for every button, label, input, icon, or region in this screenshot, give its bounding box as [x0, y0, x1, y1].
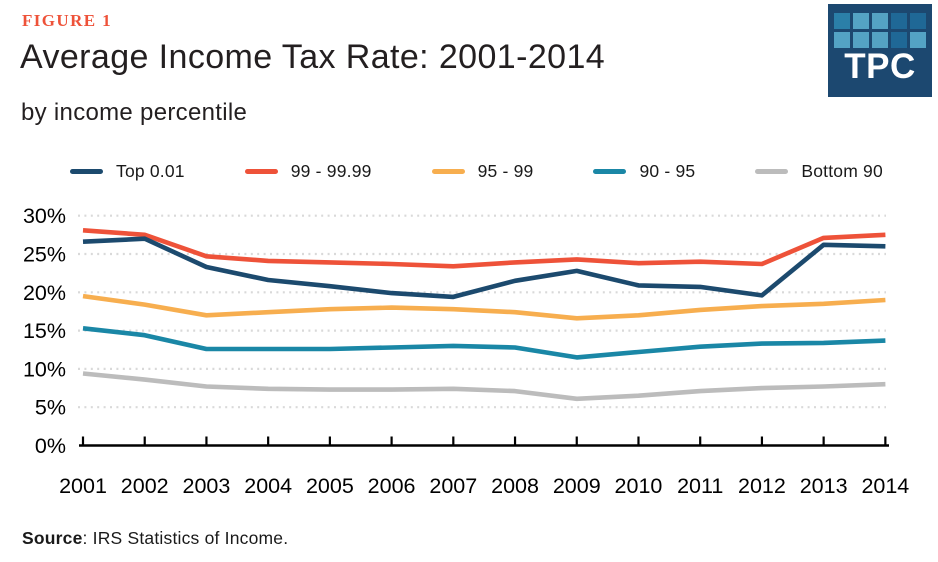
legend-label: Top 0.01 [116, 161, 185, 181]
tpc-logo-text: TPC [844, 47, 916, 86]
tpc-logo: TPC [828, 4, 932, 97]
logo-square-icon [853, 32, 869, 48]
x-tick-label: 2005 [306, 474, 354, 498]
legend-label: 90 - 95 [639, 161, 696, 181]
legend-label: 95 - 99 [477, 161, 534, 181]
series-line-99-99-99 [82, 228, 886, 269]
y-tick-label: 15% [23, 319, 66, 343]
source-note: Source: IRS Statistics of Income. [22, 528, 288, 549]
x-tick-label: 2008 [491, 474, 539, 498]
series-line-95-99 [82, 293, 886, 321]
legend-label: Bottom 90 [801, 161, 883, 181]
legend-swatch-icon [593, 169, 627, 174]
x-tick-label: 2009 [553, 474, 601, 498]
x-tick-label: 2014 [861, 474, 909, 498]
logo-square-icon [910, 32, 926, 48]
legend-item-bottom-90: Bottom 90 [755, 161, 883, 182]
x-tick-label: 2013 [800, 474, 848, 498]
x-tick-label: 2007 [429, 474, 477, 498]
x-tick-label: 2002 [121, 474, 169, 498]
figure-label: FIGURE 1 [22, 11, 113, 30]
x-tick-label: 2003 [183, 474, 231, 498]
logo-square-icon [872, 13, 888, 29]
average-income-tax-rate-line-chart: 0% 5% 10% 15% 20% 25% 30% 2001 2002 2003 2004 2005 2… [23, 204, 909, 498]
legend-swatch-icon [244, 169, 278, 174]
legend-item-99-99-99: 99 - 99.99 [244, 161, 372, 182]
logo-square-icon [834, 13, 850, 29]
series-line-90-95 [82, 326, 886, 360]
x-tick-label: 2012 [738, 474, 786, 498]
logo-square-icon [872, 32, 888, 48]
series-line-top-0-01 [82, 236, 886, 300]
y-tick-label: 25% [23, 243, 66, 267]
logo-square-icon [853, 13, 869, 29]
x-tick-label: 2010 [615, 474, 663, 498]
legend-item-top-0-01: Top 0.01 [70, 161, 185, 182]
x-tick-label: 2011 [677, 474, 723, 498]
logo-square-icon [891, 13, 907, 29]
x-tick-label: 2006 [368, 474, 416, 498]
y-tick-label: 20% [23, 281, 66, 305]
y-tick-label: 0% [35, 434, 66, 458]
logo-square-icon [910, 13, 926, 29]
source-text: : IRS Statistics of Income. [82, 528, 289, 548]
y-tick-label: 30% [23, 204, 66, 228]
x-tick-label: 2004 [244, 474, 292, 498]
y-tick-label: 5% [35, 396, 66, 420]
x-tick-label: 2001 [59, 474, 107, 498]
tpc-logo-grid-icon [834, 13, 926, 48]
legend-item-90-95: 90 - 95 [593, 161, 695, 182]
y-tick-label: 10% [23, 357, 66, 381]
legend-swatch-icon [431, 169, 465, 174]
legend-item-95-99: 95 - 99 [431, 161, 534, 182]
legend-label: 99 - 99.99 [290, 161, 372, 181]
logo-square-icon [834, 32, 850, 48]
page-title: Average Income Tax Rate: 2001-2014 [20, 38, 606, 76]
legend-swatch-icon [755, 169, 789, 174]
series-line-bottom-90 [82, 371, 886, 402]
chart-legend: Top 0.01 99 - 99.99 95 - 99 90 - 95 Bottom 9… [70, 161, 883, 182]
page-subtitle: by income percentile [21, 99, 248, 126]
source-label: Source [22, 528, 83, 548]
logo-square-icon [891, 32, 907, 48]
legend-swatch-icon [70, 169, 103, 174]
